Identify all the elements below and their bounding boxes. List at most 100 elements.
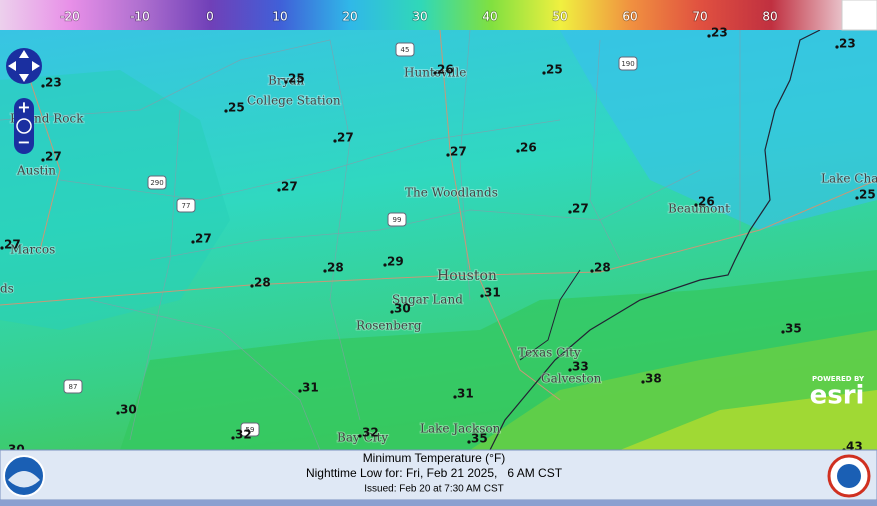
temp-point [277, 188, 281, 192]
temp-point [224, 109, 228, 113]
city-label: Rosenberg [356, 319, 422, 333]
temp-point [433, 71, 437, 75]
city-label: College Station [247, 94, 341, 108]
footer-title: Minimum Temperature (°F) [363, 451, 506, 465]
temp-point [250, 284, 254, 288]
temp-value: 27 [195, 232, 212, 246]
temp-point [516, 149, 520, 153]
temp-point [480, 294, 484, 298]
scale-label: 30 [412, 10, 427, 24]
temp-value: 28 [594, 261, 611, 275]
esri-logo: esri [810, 381, 865, 411]
highway-shield [63, 379, 83, 394]
temp-point [707, 34, 711, 38]
coastline [489, 29, 821, 451]
city-label: Lake Jackson [420, 422, 501, 436]
temp-value: 25 [546, 63, 563, 77]
temp-point [358, 434, 362, 438]
temp-point [323, 269, 327, 273]
temp-value: 32 [235, 428, 252, 442]
temp-value: 27 [45, 150, 62, 164]
temp-point [383, 263, 387, 267]
esri-powered: POWERED BY [812, 375, 865, 383]
city-label: Texas City [518, 346, 581, 360]
city-label: Bay City [337, 431, 388, 445]
temp-point [41, 84, 45, 88]
temp-value: 30 [120, 403, 137, 417]
city-label: ds [0, 282, 14, 296]
temp-point [333, 139, 337, 143]
temp-zone [620, 390, 877, 450]
temp-point [41, 158, 45, 162]
scale-label: 0 [206, 10, 214, 24]
temp-value: 27 [572, 202, 589, 216]
highway-number: 87 [69, 383, 78, 391]
temp-point [284, 80, 288, 84]
temp-point [855, 196, 859, 200]
nav-control[interactable]: + − [6, 48, 42, 154]
roads [0, 29, 877, 401]
temp-zone [560, 30, 877, 230]
temp-value: 31 [302, 381, 319, 395]
highway-number: 59 [246, 426, 255, 434]
city-label: The Woodlands [405, 186, 498, 200]
temp-value: 27 [450, 145, 467, 159]
temp-value: 25 [288, 72, 305, 86]
city-label: Austin [16, 164, 56, 178]
city-label: Galveston [541, 372, 602, 386]
scale-label: -20 [60, 10, 80, 24]
highway-number: 45 [401, 46, 410, 54]
temp-point [298, 389, 302, 393]
scale-label: 40 [482, 10, 497, 24]
nws-logo-center [837, 464, 861, 488]
zoom-control[interactable] [14, 98, 34, 154]
highway-number: 77 [182, 202, 191, 210]
scale-label: 50 [552, 10, 567, 24]
scale-label: 60 [622, 10, 637, 24]
temp-value: 31 [457, 387, 474, 401]
temp-value: 31 [484, 286, 501, 300]
county-lines [0, 29, 741, 451]
temp-value: 27 [281, 180, 298, 194]
temp-value: 26 [437, 63, 454, 77]
temp-value: 32 [362, 426, 379, 440]
color-scale [0, 0, 842, 30]
globe-icon[interactable] [16, 118, 32, 134]
temp-zone [0, 70, 230, 330]
temp-value: 38 [645, 372, 662, 386]
temp-value: 35 [785, 322, 802, 336]
highway-number: 190 [621, 60, 634, 68]
highway-shield [618, 56, 638, 71]
footer-bar [0, 500, 877, 506]
temp-point [453, 395, 457, 399]
temp-value: 26 [698, 195, 715, 209]
temp-value: 23 [839, 37, 856, 51]
temp-value: 33 [572, 360, 589, 374]
footer-subtitle: Nighttime Low for: Fri, Feb 21 2025, 6 A… [306, 466, 563, 480]
scale-label: 70 [692, 10, 707, 24]
city-label: Lake Cha [821, 172, 877, 186]
pan-control[interactable] [6, 48, 42, 84]
highway-shield [395, 42, 415, 57]
temp-point [116, 411, 120, 415]
noaa-logo-wave [8, 471, 40, 488]
footer-issued: Issued: Feb 20 at 7:30 AM CST [364, 484, 504, 495]
temp-point [694, 203, 698, 207]
temp-point [0, 246, 4, 250]
temp-value: 25 [859, 188, 876, 202]
scale-label: -10 [130, 10, 150, 24]
temp-point [446, 153, 450, 157]
temp-point [390, 310, 394, 314]
scale-label: 80 [762, 10, 777, 24]
temp-point [835, 45, 839, 49]
temp-value: 35 [471, 432, 488, 446]
temp-point [191, 240, 195, 244]
bay-shore [519, 269, 581, 361]
temp-point [467, 440, 471, 444]
temp-value: 23 [45, 76, 62, 90]
zoom-out[interactable]: − [17, 133, 30, 152]
temp-point [590, 269, 594, 273]
footer [0, 450, 877, 506]
zoom-in[interactable]: + [17, 98, 30, 117]
